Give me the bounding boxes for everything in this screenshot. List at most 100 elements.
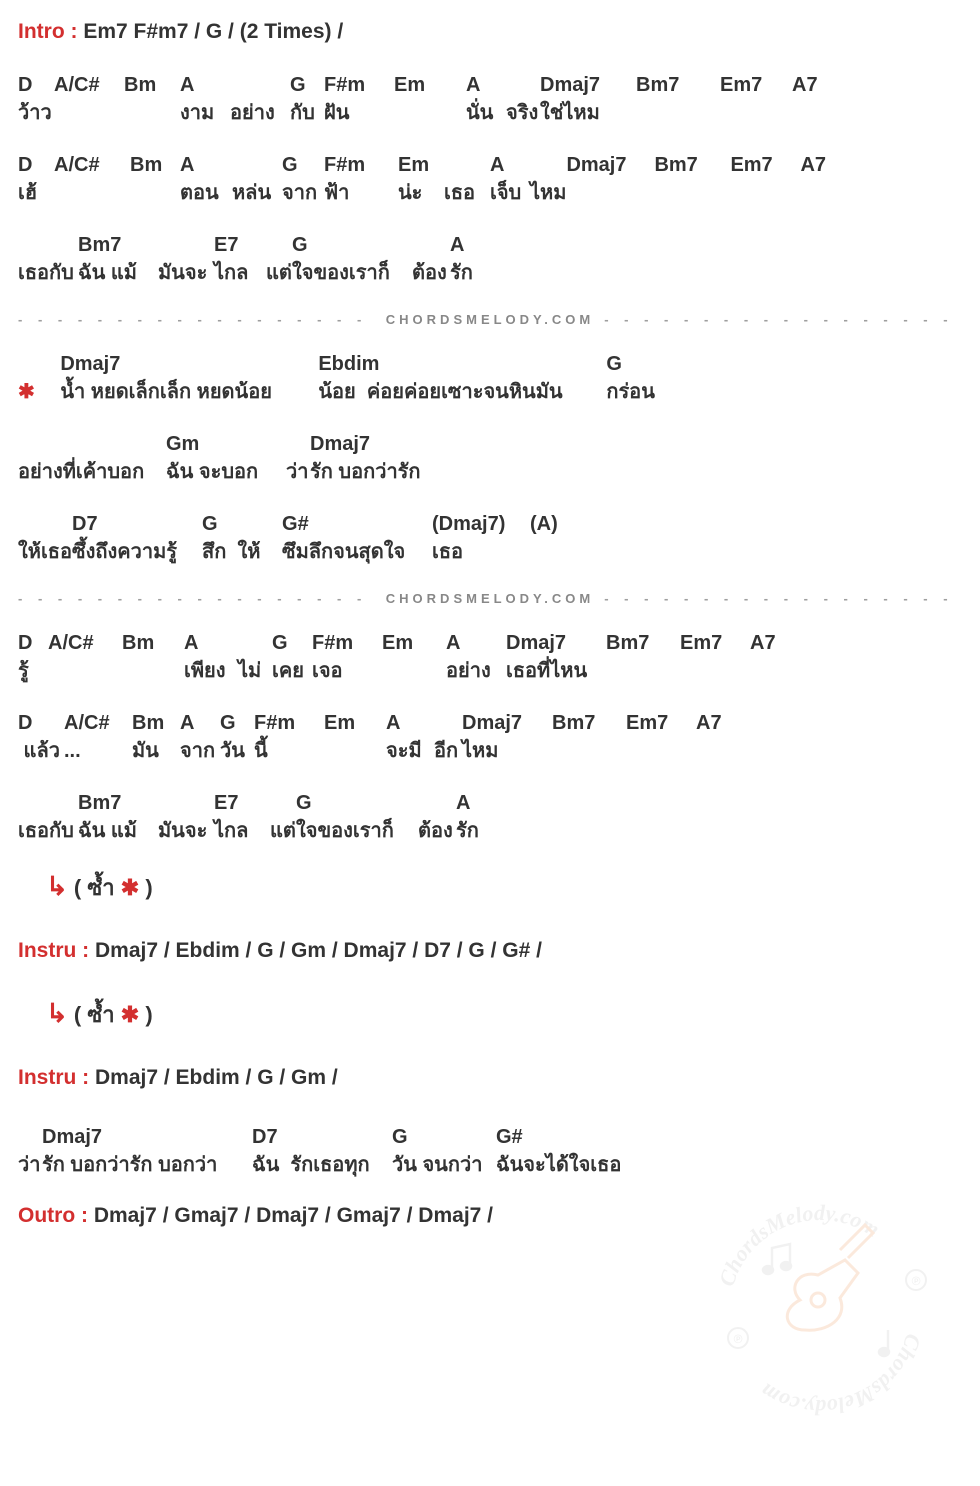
repeat-2: ↳ ( ซ้ำ ✱ ): [46, 997, 962, 1032]
chorus-line2: อย่างที่เค้าบอกGmฉัน จะบอก ว่าDmaj7รัก บ…: [18, 431, 962, 487]
chord-label: A7: [800, 152, 826, 178]
chord-lyric-column: Gใจของเราก็: [292, 232, 412, 288]
chord-label: A7: [792, 72, 818, 98]
chord-label: [270, 790, 276, 816]
lyric-text: [122, 656, 128, 686]
chord-label: [530, 152, 536, 178]
chord-label: G#: [282, 511, 309, 537]
chord-lyric-column: อีก: [434, 710, 462, 766]
chord-label: G: [202, 511, 218, 537]
separator-1: - - - - - - - - - - - - - - - - - - - - …: [18, 312, 962, 327]
separator-2: - - - - - - - - - - - - - - - - - - - - …: [18, 591, 962, 606]
chord-lyric-column: (Dmaj7)เธอ: [432, 511, 530, 567]
lyric-text: รัก: [450, 258, 473, 288]
chord-lyric-column: มันจะ: [158, 232, 214, 288]
verse1-line2: Dเฮ้A/C# Bm Aตอน หล่นGจากF#mฟ้าEmน่ะ เธอ…: [18, 152, 962, 208]
lyric-text: หล่น: [232, 178, 271, 208]
chord-lyric-column: ว่า: [286, 431, 310, 487]
svg-text:℗: ℗: [734, 1332, 743, 1346]
sep-dashes-right: - - - - - - - - - - - - - - - - - - - - …: [604, 591, 962, 606]
chord-lyric-column: Gวัน จนกว่า: [392, 1124, 496, 1180]
lyric-text: อีก: [434, 736, 458, 766]
chord-lyric-column: F#mเจอ: [312, 630, 382, 686]
lyric-text: [124, 98, 130, 128]
chord-label: D: [18, 630, 32, 656]
chord-lyric-column: Bm7ฉัน แม้: [78, 790, 158, 846]
chord-label: A: [450, 232, 464, 258]
lyric-text: จริง: [506, 98, 538, 128]
instru1-chords: Dmaj7 / Ebdim / G / Gm / Dmaj7 / D7 / G …: [95, 939, 542, 962]
chord-lyric-column: Dmaj7ไหม: [462, 710, 552, 766]
lyric-text: รัก: [456, 816, 479, 846]
lyric-text: รัก บอกว่ารัก: [310, 457, 421, 487]
music-note-icon: [763, 1244, 791, 1274]
lyric-text: เธอกับ: [18, 258, 74, 288]
chord-label: Em: [382, 630, 413, 656]
chord-lyric-column: (A): [530, 511, 570, 567]
chord-label: Em7: [720, 72, 762, 98]
chord-label: (A): [530, 511, 558, 537]
chord-lyric-column: Aเจ็บ: [490, 152, 530, 208]
chord-label: Gm: [166, 431, 199, 457]
chord-lyric-column: D7ซึ้งถึงความรู้: [72, 511, 202, 567]
chord-label: Bm: [124, 72, 156, 98]
verse1-line3: เธอกับBm7ฉัน แม้ มันจะE7ไกล แต่Gใจของเรา…: [18, 232, 962, 288]
chord-lyric-column: A7: [800, 152, 840, 208]
lyric-text: ว้าว: [18, 98, 52, 128]
chord-lyric-column: จริง: [506, 72, 540, 128]
watermark-text-bottom: ChordsMelody.com: [756, 1331, 926, 1420]
chord-lyric-column: เธอ: [444, 152, 490, 208]
chord-label: G#: [496, 1124, 523, 1150]
chord-label: Dmaj7: [310, 431, 370, 457]
chord-label: F#m: [324, 72, 365, 98]
chord-label: A/C#: [54, 72, 100, 98]
chord-lyric-column: F#mฟ้า: [324, 152, 398, 208]
chord-label: A: [180, 710, 194, 736]
chord-lyric-column: Gจาก: [282, 152, 324, 208]
chord-lyric-column: Gเคย: [272, 630, 312, 686]
chord-lyric-column: Dว้าว: [18, 72, 54, 128]
lyric-text: อย่าง: [230, 98, 275, 128]
chord-lyric-column: Em7: [720, 72, 792, 128]
lyric-text: เธอที่ไหน: [506, 656, 587, 686]
lyric-text: มันจะ: [158, 816, 207, 846]
intro-label: Intro :: [18, 20, 83, 43]
chord-lyric-column: A7: [696, 710, 736, 766]
repeat-1: ↳ ( ซ้ำ ✱ ): [46, 870, 962, 905]
lyric-text: มันจะ: [158, 258, 207, 288]
chord-label: [286, 431, 292, 457]
lyric-text: [54, 98, 60, 128]
lyric-text: ไหม: [462, 736, 498, 766]
chord-lyric-column: E7ไกล: [214, 232, 266, 288]
lyric-text: เจ็บ: [490, 178, 527, 208]
chord-lyric-column: แต่: [266, 232, 292, 288]
chord-label: E7: [214, 232, 238, 258]
lyric-text: น้ำ หยดเล็กเล็ก หยดน้อย: [60, 377, 272, 407]
intro-chords: Em7 F#m7 / G / (2 Times) /: [83, 20, 343, 43]
chord-lyric-column: ไม่: [238, 630, 272, 686]
lyric-text: ต้อง: [412, 258, 447, 288]
chord-label: A: [386, 710, 400, 736]
lyric-text: ใช่ไหม: [540, 98, 600, 128]
lyric-text: [130, 178, 136, 208]
chord-lyric-column: Aอย่าง: [446, 630, 506, 686]
chord-lyric-column: A7: [750, 630, 790, 686]
chord-lyric-column: Bm: [122, 630, 184, 686]
chord-lyric-column: อย่างที่เค้าบอก: [18, 431, 166, 487]
lyric-text: นี้: [254, 736, 268, 766]
chord-label: A: [466, 72, 480, 98]
chord-label: F#m: [254, 710, 295, 736]
lyric-text: เธอกับ: [18, 816, 74, 846]
chord-lyric-column: Bm7: [636, 72, 720, 128]
repeat-arrow-icon: ↳: [46, 871, 68, 901]
verse1-line1: Dว้าวA/C# Bm Aงาม อย่างGกับF#mฝันEm Aนั่…: [18, 72, 962, 128]
chord-lyric-column: ต้อง: [418, 790, 456, 846]
lyric-text: จะมี: [386, 736, 427, 766]
lyric-text: [382, 656, 388, 686]
chord-lyric-column: A/C#: [54, 152, 130, 208]
chord-label: Bm7: [78, 232, 121, 258]
chord-lyric-column: Bm: [124, 72, 180, 128]
chord-label: Dmaj7: [540, 72, 600, 98]
spacer: [18, 351, 24, 377]
repeat-star-icon: ✱: [121, 875, 139, 900]
